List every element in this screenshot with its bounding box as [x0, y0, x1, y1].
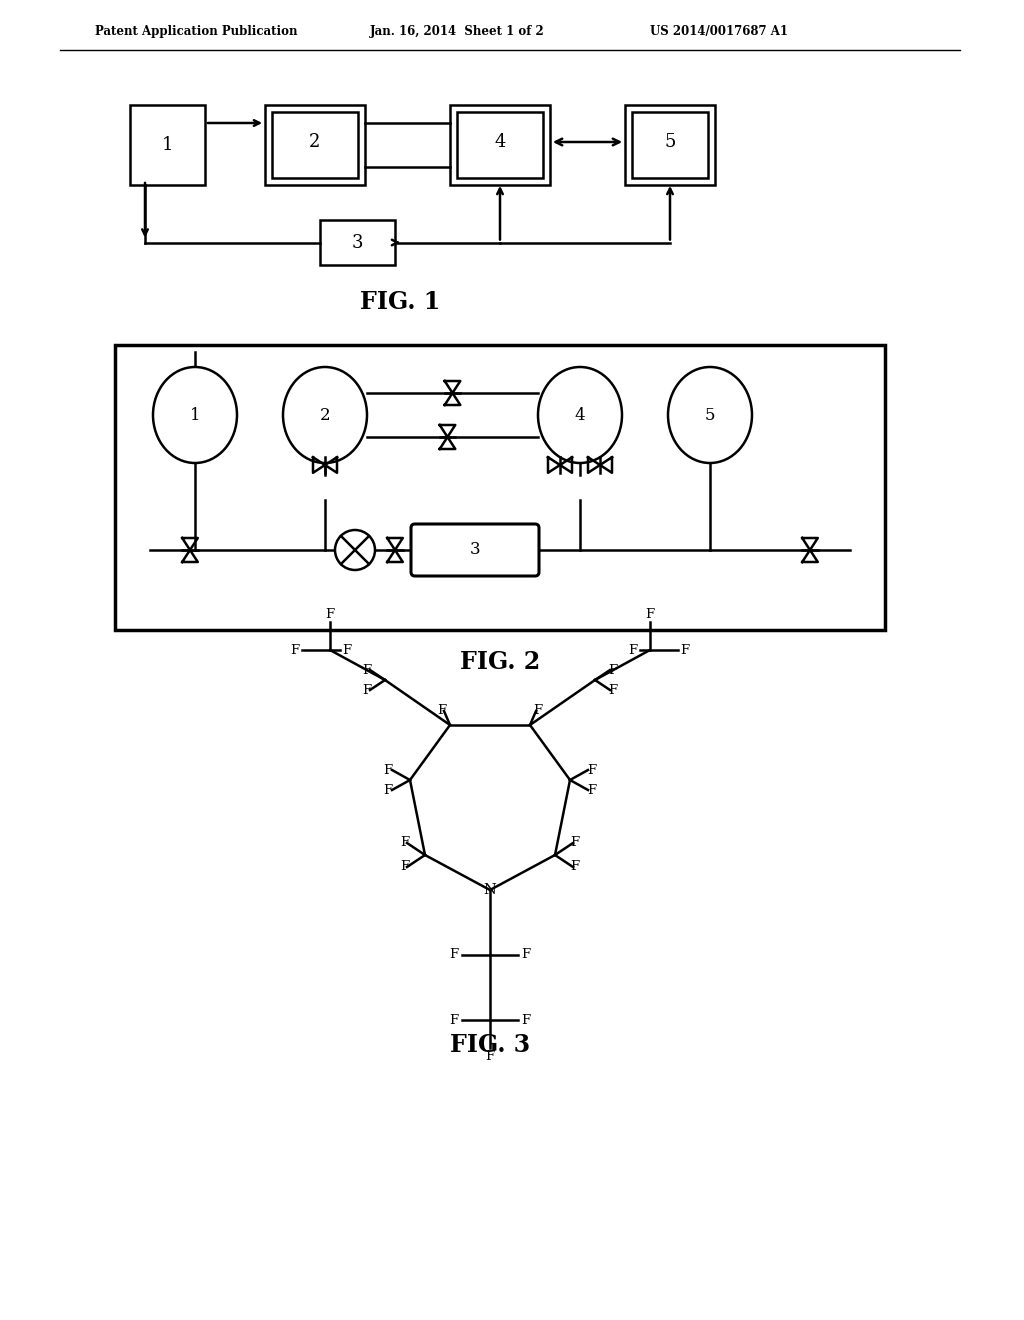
Text: F: F [521, 1014, 530, 1027]
Text: 2: 2 [309, 133, 321, 150]
Text: F: F [383, 784, 392, 796]
Text: 4: 4 [574, 407, 586, 424]
Text: F: F [608, 664, 617, 676]
Text: 5: 5 [705, 407, 715, 424]
Text: F: F [570, 837, 580, 850]
Text: F: F [400, 837, 410, 850]
Text: US 2014/0017687 A1: US 2014/0017687 A1 [650, 25, 788, 38]
Text: F: F [450, 949, 459, 961]
Text: F: F [437, 704, 446, 717]
Text: F: F [645, 607, 654, 620]
FancyBboxPatch shape [411, 524, 539, 576]
Text: Jan. 16, 2014  Sheet 1 of 2: Jan. 16, 2014 Sheet 1 of 2 [370, 25, 545, 38]
Bar [319, 220, 395, 265]
Text: F: F [521, 949, 530, 961]
Text: F: F [383, 763, 392, 776]
Text: F: F [680, 644, 689, 656]
Bar [632, 112, 708, 178]
Text: F: F [362, 684, 372, 697]
Ellipse shape [538, 367, 622, 463]
Bar [130, 106, 205, 185]
Text: 1: 1 [189, 407, 201, 424]
Text: F: F [450, 1014, 459, 1027]
Text: FIG. 3: FIG. 3 [450, 1034, 530, 1057]
Bar [265, 106, 365, 185]
Bar [450, 106, 550, 185]
Ellipse shape [668, 367, 752, 463]
Text: 1: 1 [162, 136, 173, 154]
Text: N: N [483, 883, 497, 898]
Text: 3: 3 [470, 541, 480, 558]
Bar [272, 112, 358, 178]
Text: F: F [485, 1049, 495, 1063]
Text: 3: 3 [352, 234, 364, 252]
Bar [115, 345, 885, 630]
Text: 5: 5 [665, 133, 676, 150]
Text: 4: 4 [495, 133, 506, 150]
Text: F: F [588, 763, 597, 776]
Text: Patent Application Publication: Patent Application Publication [95, 25, 298, 38]
Text: 2: 2 [319, 407, 331, 424]
Text: F: F [570, 861, 580, 874]
Bar [625, 106, 715, 185]
Text: F: F [534, 704, 543, 717]
Text: FIG. 1: FIG. 1 [359, 290, 440, 314]
Text: F: F [362, 664, 372, 676]
Circle shape [335, 531, 375, 570]
Text: FIG. 2: FIG. 2 [460, 649, 540, 675]
Ellipse shape [283, 367, 367, 463]
Text: F: F [400, 861, 410, 874]
Text: F: F [608, 684, 617, 697]
Text: F: F [588, 784, 597, 796]
Text: F: F [629, 644, 638, 656]
Text: F: F [291, 644, 300, 656]
Bar [457, 112, 543, 178]
Text: F: F [326, 607, 335, 620]
Text: F: F [342, 644, 351, 656]
Ellipse shape [153, 367, 237, 463]
